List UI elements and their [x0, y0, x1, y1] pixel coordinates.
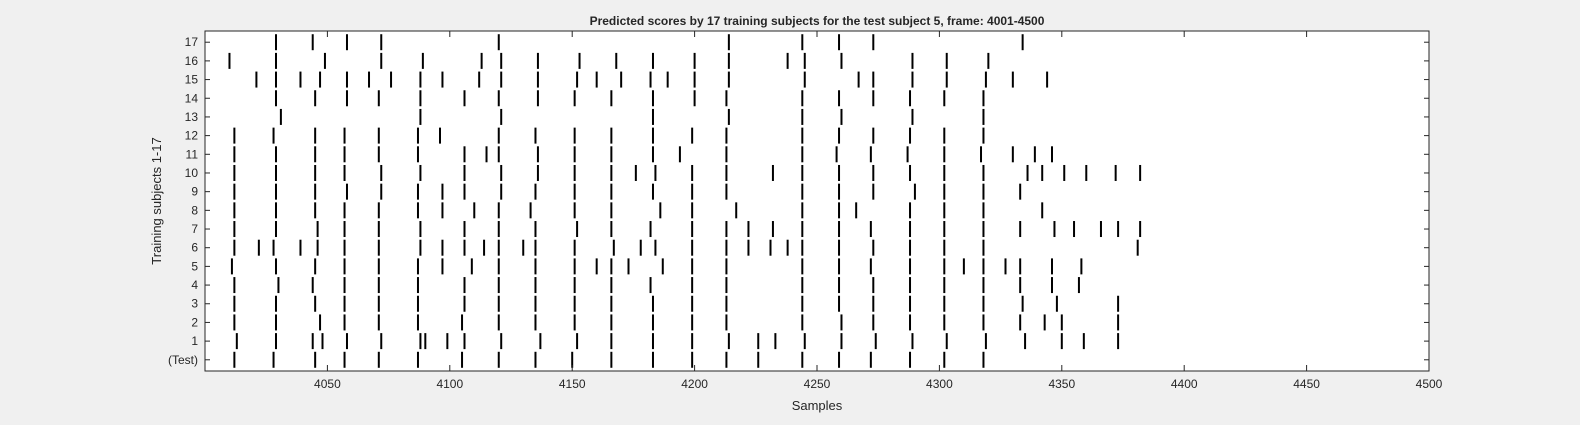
x-tick-label-4: 4250 [804, 377, 831, 391]
x-ticks: 4050 4100 4150 4200 4250 4300 4350 4400 4450 4500 [314, 31, 1443, 391]
y-tick-label-0: (Test) [168, 353, 198, 367]
y-tick-label-15: 15 [185, 73, 199, 87]
events-layer [228, 34, 1142, 368]
y-tick-label-3: 3 [191, 297, 198, 311]
y-tick-label-14: 14 [185, 91, 199, 105]
plot-area [205, 31, 1429, 371]
x-tick-label-1: 4100 [436, 377, 463, 391]
y-tick-label-5: 5 [191, 259, 198, 273]
x-tick-label-5: 4300 [926, 377, 953, 391]
y-tick-label-16: 16 [185, 54, 199, 68]
y-tick-label-6: 6 [191, 241, 198, 255]
chart-title: Predicted scores by 17 training subjects… [590, 14, 1045, 28]
y-tick-label-13: 13 [185, 110, 199, 124]
x-tick-label-6: 4350 [1048, 377, 1075, 391]
y-tick-label-12: 12 [185, 129, 199, 143]
x-tick-label-8: 4450 [1293, 377, 1320, 391]
y-tick-label-4: 4 [191, 278, 198, 292]
y-tick-label-11: 11 [186, 147, 199, 161]
y-tick-label-1: 1 [191, 334, 198, 348]
y-tick-label-17: 17 [185, 35, 199, 49]
y-tick-label-8: 8 [191, 203, 198, 217]
x-axis-label: Samples [792, 398, 843, 413]
y-tick-label-9: 9 [191, 185, 198, 199]
x-tick-label-7: 4400 [1171, 377, 1198, 391]
x-tick-label-9: 4500 [1416, 377, 1443, 391]
y-axis-label: Training subjects 1-17 [149, 137, 164, 264]
y-tick-label-10: 10 [185, 166, 199, 180]
x-tick-label-0: 4050 [314, 377, 341, 391]
y-tick-label-7: 7 [191, 222, 198, 236]
x-tick-label-3: 4200 [681, 377, 708, 391]
plot-frame [204, 30, 1430, 372]
y-tick-label-2: 2 [191, 315, 198, 329]
x-tick-label-2: 4150 [559, 377, 586, 391]
